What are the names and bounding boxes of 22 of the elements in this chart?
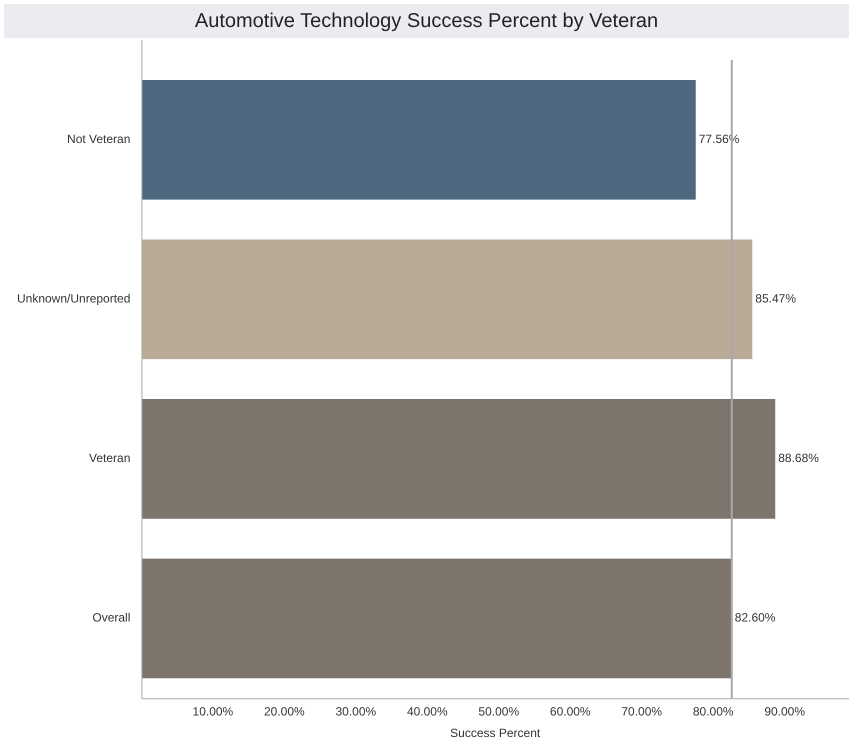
x-tick-label: 10.00% (192, 704, 234, 719)
y-tick-label: Overall (92, 610, 130, 625)
y-tick-label: Not Veteran (67, 132, 130, 146)
y-tick-label: Veteran (89, 451, 130, 466)
bar (141, 239, 752, 360)
bar (141, 399, 776, 519)
x-tick-label: 30.00% (335, 704, 376, 719)
x-tick-label: 80.00% (692, 704, 734, 719)
x-tick-label: 40.00% (406, 704, 448, 719)
data-label: 85.47% (755, 292, 796, 306)
x-tick-label: 90.00% (764, 704, 806, 719)
data-label: 82.60% (734, 610, 776, 625)
x-tick-label: 70.00% (621, 704, 662, 719)
bar (141, 80, 696, 200)
x-axis-title: Success Percent (450, 726, 541, 740)
x-tick-label: 60.00% (550, 704, 591, 719)
x-tick-label: 50.00% (478, 704, 520, 719)
data-label: 88.68% (778, 451, 820, 466)
y-tick-label: Unknown/Unreported (16, 292, 130, 306)
chart-title: Automotive Technology Success Percent by Veteran (4, 4, 849, 38)
x-tick-label: 20.00% (264, 704, 306, 719)
bar (141, 558, 732, 678)
